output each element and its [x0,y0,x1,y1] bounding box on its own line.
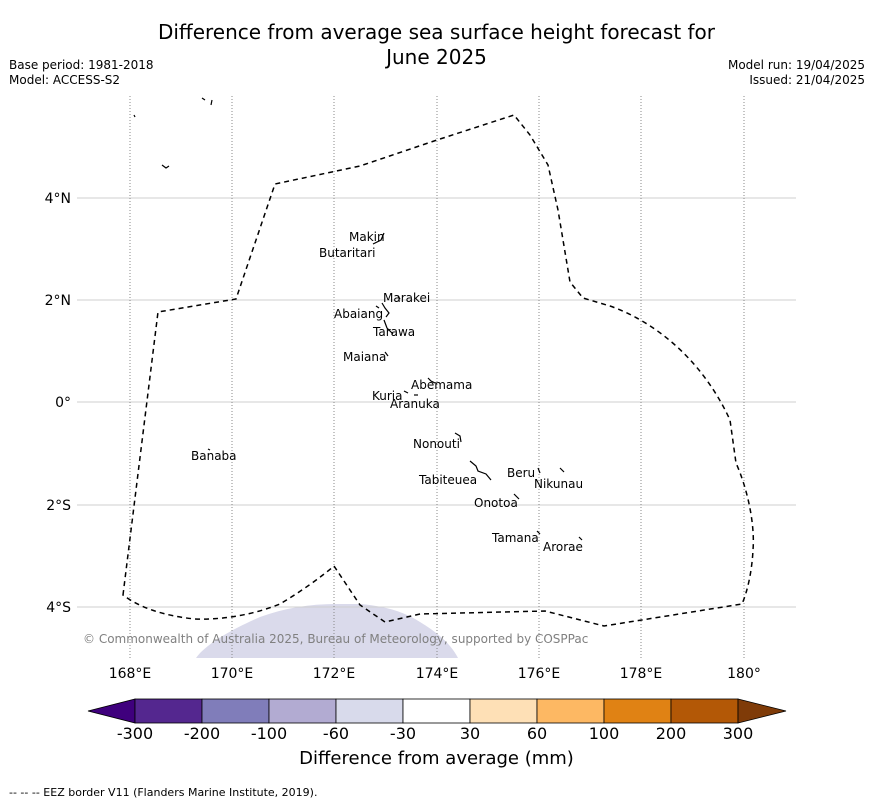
place-label-butaritari: Butaritari [319,246,376,260]
place-labels: Makin Butaritari Marakei Abaiang Tarawa … [191,230,583,554]
x-tick: 178°E [620,666,663,682]
x-tick: 172°E [313,666,356,682]
island-outlines [133,97,583,541]
x-ticks: 168°E 170°E 172°E 174°E 176°E 178°E 180° [109,666,761,682]
meta-left: Base period: 1981-2018 Model: ACCESS-S2 [9,58,154,88]
place-label-marakei: Marakei [383,291,430,305]
colorbar-swatch [469,698,538,724]
colorbar-swatch [335,698,404,724]
x-tick: 168°E [109,666,152,682]
place-label-nikunau: Nikunau [534,477,583,491]
colorbar-tick: -300 [116,724,154,743]
copyright-notice: © Commonwealth of Australia 2025, Bureau… [83,632,589,646]
colorbar-swatch [402,698,471,724]
y-tick: 4°N [45,191,71,207]
place-label-kuria: Kuria [372,389,403,403]
x-tick: 180° [727,666,761,682]
place-label-arorae: Arorae [543,540,583,554]
place-label-banaba: Banaba [191,449,237,463]
place-label-tabiteuea: Tabiteuea [418,473,477,487]
x-tick: 170°E [211,666,254,682]
place-label-aranuka: Aranuka [390,397,440,411]
colorbar-tick: -60 [322,724,350,743]
y-tick: 4°S [46,600,71,616]
y-tick: 2°S [46,498,71,514]
y-tick: 2°N [45,293,71,309]
colorbar-swatch [268,698,337,724]
y-tick: 0° [55,395,71,411]
colorbar-label: Difference from average (mm) [299,748,574,769]
colorbar-tick: 100 [588,724,620,743]
colorbar-tick: 300 [722,724,754,743]
colorbar-extend-low [87,698,136,724]
colorbar-extend-high [737,698,787,724]
colorbar-swatch [603,698,672,724]
y-ticks: 4°N 2°N 0° 2°S 4°S [45,191,72,616]
place-label-abemama: Abemama [411,378,472,392]
map-title: Difference from average sea surface heig… [0,20,873,70]
colorbar-tick: 30 [459,724,481,743]
place-label-abaiang: Abaiang [334,307,383,321]
issued-date: Issued: 21/04/2025 [749,73,865,87]
lon-gridlines [129,96,745,658]
colorbar-tick: -30 [389,724,417,743]
colorbar-tick: -100 [250,724,288,743]
place-label-tamana: Tamana [491,531,539,545]
colorbar-swatch [201,698,270,724]
place-label-tarawa: Tarawa [372,325,415,339]
colorbar-swatch [536,698,605,724]
anomaly-region [196,604,458,658]
map-title-line1: Difference from average sea surface heig… [157,20,716,44]
model-name: Model: ACCESS-S2 [9,73,121,87]
place-label-beru: Beru [507,466,535,480]
meta-right: Model run: 19/04/2025 Issued: 21/04/2025 [728,58,865,88]
place-label-onotoa: Onotoa [474,496,518,510]
place-label-nonouti: Nonouti [413,437,460,451]
colorbar-swatch [134,698,203,724]
model-run: Model run: 19/04/2025 [727,58,865,72]
colorbar-tick: 200 [655,724,687,743]
x-tick: 176°E [518,666,561,682]
colorbar-tick: -200 [183,724,221,743]
base-period: Base period: 1981-2018 [9,58,154,72]
x-tick: 174°E [416,666,459,682]
colorbar-tick: 60 [526,724,548,743]
eez-border [122,114,755,627]
place-label-makin: Makin [349,230,385,244]
map-title-line2: June 2025 [386,45,487,69]
colorbar [87,698,787,724]
colorbar-swatch [670,698,739,724]
place-label-maiana: Maiana [343,350,386,364]
eez-footnote: -- -- -- EEZ border V11 (Flanders Marine… [9,786,318,799]
